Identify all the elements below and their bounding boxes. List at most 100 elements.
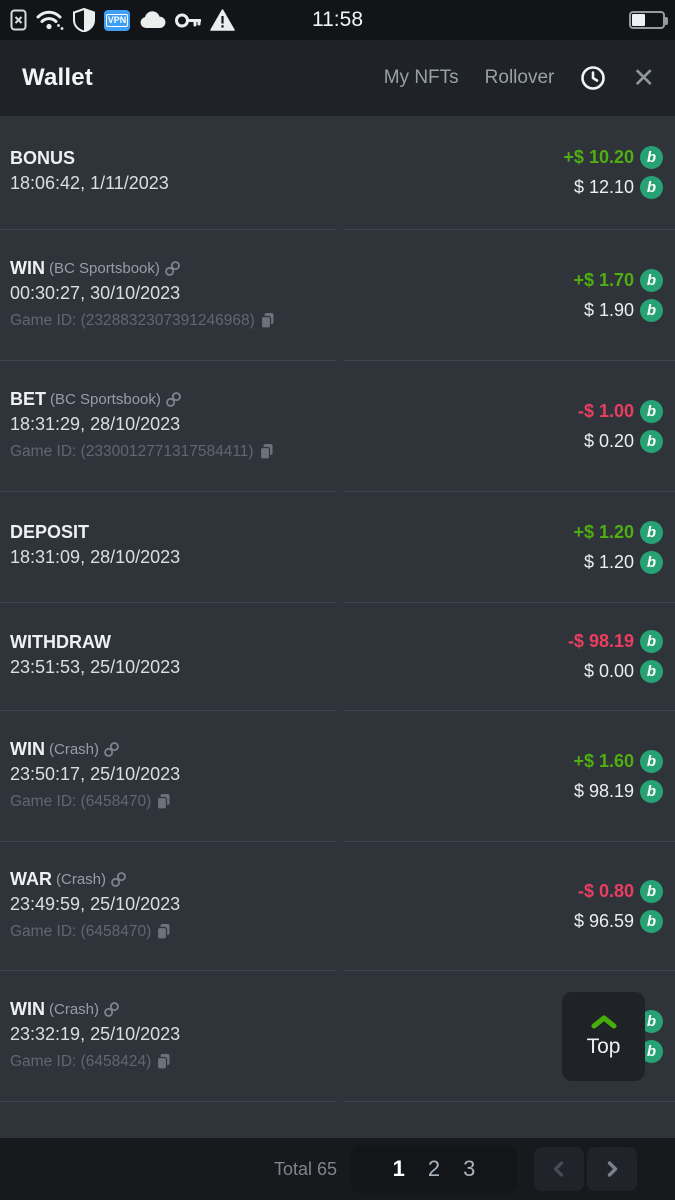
transaction-datetime: 23:32:19, 25/10/2023	[10, 1023, 181, 1044]
table-row: BET (BC Sportsbook) 18:31:29, 28/10/2023…	[0, 361, 675, 491]
bcd-coin-icon: b	[640, 1009, 663, 1033]
copy-icon[interactable]	[156, 793, 171, 810]
balance-amount: $ 96.59	[573, 910, 634, 931]
transaction-game-id: Game ID: (6458470)	[10, 792, 152, 810]
transaction-type: WIN	[10, 257, 45, 278]
transaction-game: (BC Sportsbook)	[49, 259, 160, 277]
total-count: Total 65	[273, 1158, 337, 1179]
bcd-coin-icon: b	[640, 1039, 663, 1063]
table-row: DEPOSIT 18:31:09, 28/10/2023 +$ 1.20 b $ …	[0, 492, 675, 602]
status-bar: VPN 11:58	[0, 0, 675, 40]
change-amount: +$ 1.20	[573, 521, 634, 542]
top-button-label: Top	[586, 1034, 621, 1058]
bcd-coin-icon: b	[640, 429, 663, 453]
bcd-coin-icon: b	[640, 779, 663, 803]
status-icons: VPN	[10, 8, 235, 32]
partial-next-row	[0, 1102, 675, 1142]
transaction-list: BONUS 18:06:42, 1/11/2023 +$ 10.20 b $ 12…	[0, 116, 675, 1142]
bcd-coin-icon: b	[640, 550, 663, 574]
transaction-type: DEPOSIT	[10, 522, 90, 542]
wallet-header: Wallet My NFTs Rollover ✕	[0, 40, 675, 116]
row-divider	[0, 229, 675, 230]
key-icon	[175, 13, 201, 27]
copy-icon[interactable]	[260, 312, 275, 329]
link-icon[interactable]	[164, 260, 181, 277]
bcd-coin-icon: b	[640, 909, 663, 933]
balance-amount: $ 12.10	[573, 177, 634, 197]
table-row: WIN (Crash) 23:32:19, 25/10/2023 Game ID…	[0, 971, 675, 1101]
next-page-button[interactable]	[587, 1147, 637, 1191]
balance-amount: $ 1.20	[583, 551, 634, 572]
row-divider	[0, 602, 675, 603]
transaction-game: (Crash)	[56, 870, 107, 888]
history-clock-icon[interactable]	[580, 65, 606, 91]
close-icon[interactable]: ✕	[632, 62, 655, 93]
row-divider	[0, 360, 675, 361]
prev-page-button[interactable]	[534, 1147, 584, 1191]
tab-my-nfts[interactable]: My NFTs	[383, 67, 459, 88]
balance-amount: $ 0.00	[583, 661, 634, 681]
transaction-datetime: 23:50:17, 25/10/2023	[10, 763, 181, 784]
transaction-datetime: 18:31:09, 28/10/2023	[10, 547, 181, 567]
change-amount: +$ 1.60	[573, 750, 634, 771]
bcd-coin-icon: b	[640, 630, 663, 653]
change-amount: -$ 0.80	[577, 880, 634, 901]
copy-icon[interactable]	[259, 443, 274, 460]
bcd-coin-icon: b	[640, 176, 663, 199]
battery-icon	[629, 11, 668, 29]
transaction-game: (Crash)	[49, 1000, 100, 1018]
transaction-game: (BC Sportsbook)	[50, 390, 161, 408]
bcd-coin-icon: b	[640, 660, 663, 683]
chevron-right-icon	[607, 1161, 618, 1177]
table-row: BONUS 18:06:42, 1/11/2023 +$ 10.20 b $ 12…	[0, 116, 675, 229]
row-divider	[0, 841, 675, 842]
change-amount: +$ 10.20	[563, 147, 634, 167]
transaction-type: WIN	[10, 738, 45, 759]
bcd-coin-icon: b	[640, 298, 663, 322]
link-icon[interactable]	[165, 391, 182, 408]
cloud-icon	[140, 10, 166, 28]
table-row: WIN (Crash) 23:50:17, 25/10/2023 Game ID…	[0, 711, 675, 841]
sim-missing-icon	[10, 9, 27, 31]
page-title: Wallet	[22, 64, 93, 91]
chevron-up-icon	[591, 1015, 616, 1028]
scroll-to-top-button[interactable]: Top	[562, 992, 645, 1081]
balance-amount: $ 0.20	[583, 430, 634, 451]
transaction-type: BET	[10, 388, 46, 409]
bcd-coin-icon: b	[640, 749, 663, 773]
link-icon[interactable]	[110, 871, 127, 888]
page-number-group: 1 2 3	[351, 1145, 517, 1193]
pagination-bar: Total 65 1 2 3	[0, 1138, 675, 1200]
copy-icon[interactable]	[156, 923, 171, 940]
warning-icon	[210, 9, 235, 31]
bcd-coin-icon: b	[640, 399, 663, 423]
table-row: WAR (Crash) 23:49:59, 25/10/2023 Game ID…	[0, 842, 675, 970]
status-time: 11:58	[312, 8, 363, 31]
bcd-coin-icon: b	[640, 520, 663, 544]
bcd-coin-icon: b	[640, 268, 663, 292]
table-row: WITHDRAW 23:51:53, 25/10/2023 -$ 98.19 b …	[0, 603, 675, 710]
link-icon[interactable]	[103, 741, 120, 758]
transaction-datetime: 00:30:27, 30/10/2023	[10, 282, 181, 303]
bcd-coin-icon: b	[640, 146, 663, 169]
transaction-type: WIN	[10, 998, 45, 1019]
change-amount: -$ 98.19	[567, 631, 634, 651]
tab-rollover[interactable]: Rollover	[484, 67, 555, 88]
transaction-datetime: 18:06:42, 1/11/2023	[10, 172, 169, 193]
copy-icon[interactable]	[156, 1053, 171, 1070]
shield-icon	[73, 8, 95, 32]
row-divider	[0, 1101, 675, 1102]
link-icon[interactable]	[103, 1001, 120, 1018]
transaction-type: WAR	[10, 868, 52, 889]
page-button-3[interactable]: 3	[463, 1156, 476, 1181]
transaction-datetime: 23:49:59, 25/10/2023	[10, 893, 181, 914]
transaction-type: WITHDRAW	[10, 631, 111, 652]
balance-amount: $ 98.19	[573, 780, 634, 801]
transaction-game: (Crash)	[49, 740, 100, 758]
transaction-datetime: 23:51:53, 25/10/2023	[10, 656, 181, 677]
page-button-2[interactable]: 2	[427, 1156, 441, 1181]
transaction-game-id: Game ID: (6458424)	[10, 1052, 152, 1070]
page-button-1[interactable]: 1	[392, 1156, 405, 1181]
vpn-icon: VPN	[104, 9, 130, 31]
